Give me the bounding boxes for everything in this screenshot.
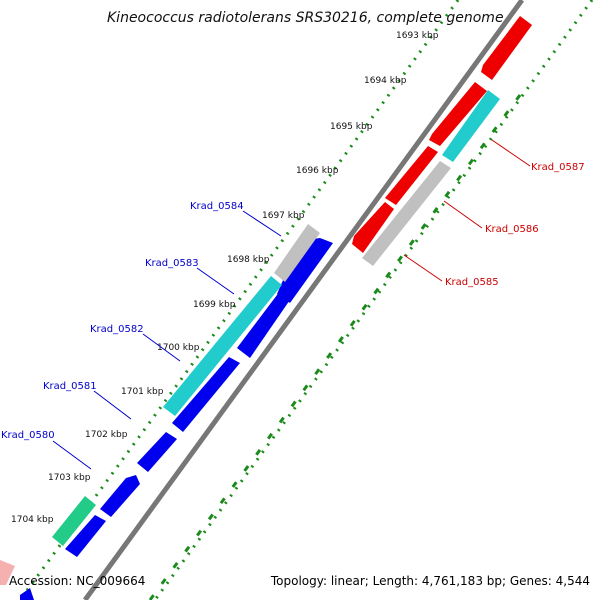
topology-text: Topology: linear; Length: 4,761,183 bp; … (270, 574, 590, 588)
tick-label: 1694 kbp (364, 76, 407, 86)
label-leader-line (52, 440, 92, 470)
tick-label: 1702 kbp (85, 430, 128, 440)
gene-label-krad-0580[interactable]: Krad_0580 (1, 430, 55, 441)
gene-label-krad-0587[interactable]: Krad_0587 (531, 162, 585, 173)
gene-green-0580[interactable] (52, 496, 96, 546)
reverse-gene-0585[interactable] (352, 202, 394, 253)
gene-label-krad-0581[interactable]: Krad_0581 (43, 381, 97, 392)
reverse-gene-0586[interactable] (385, 146, 438, 205)
forward-gene-0582[interactable] (172, 357, 240, 432)
partial-gene-fragment (0, 560, 15, 585)
reverse-gene-0587[interactable] (429, 82, 487, 146)
tick-label: 1696 kbp (296, 166, 339, 176)
label-leader-line (196, 267, 235, 295)
tick-label: 1698 kbp (227, 255, 270, 265)
map-title: Kineococcus radiotolerans SRS30216, comp… (107, 10, 504, 26)
accession-text: Accession: NC_009664 (9, 574, 145, 588)
gene-label-krad-0582[interactable]: Krad_0582 (90, 324, 144, 335)
forward-gene-0580[interactable] (100, 475, 140, 517)
gene-grey-0585[interactable] (362, 161, 451, 266)
gene-cyan-0583[interactable] (163, 276, 282, 416)
reverse-gene-0588[interactable] (481, 16, 532, 80)
forward-gene-0579[interactable] (65, 515, 106, 557)
label-leader-line (142, 333, 181, 362)
gene-label-krad-0583[interactable]: Krad_0583 (145, 258, 199, 269)
label-leader-line (93, 390, 132, 420)
label-leader-line (403, 254, 443, 282)
gene-cyan-0587[interactable] (442, 90, 500, 162)
forward-gene-0583[interactable] (237, 287, 294, 358)
tick-label: 1695 kbp (330, 122, 373, 132)
label-leader-line (443, 200, 483, 229)
tick-label: 1701 kbp (121, 387, 164, 397)
tick-label: 1700 kbp (157, 343, 200, 353)
label-leader-line (491, 139, 531, 167)
gene-label-krad-0584[interactable]: Krad_0584 (190, 201, 244, 212)
tick-label: 1703 kbp (48, 473, 91, 483)
label-leader-line (242, 210, 282, 237)
reverse-dash-track (148, 94, 522, 600)
forward-gene-0581[interactable] (137, 432, 177, 472)
tick-label: 1697 kbp (262, 211, 305, 221)
tick-label: 1699 kbp (193, 300, 236, 310)
tick-label: 1704 kbp (11, 515, 54, 525)
gene-label-krad-0585[interactable]: Krad_0585 (445, 277, 499, 288)
forward-gene-edge[interactable] (20, 588, 34, 600)
forward-gene-0584[interactable] (277, 238, 333, 303)
gene-label-krad-0586[interactable]: Krad_0586 (485, 224, 539, 235)
genome-backbone (82, 0, 525, 600)
tick-label: 1693 kbp (396, 31, 439, 41)
gene-grey-0584[interactable] (274, 224, 320, 282)
